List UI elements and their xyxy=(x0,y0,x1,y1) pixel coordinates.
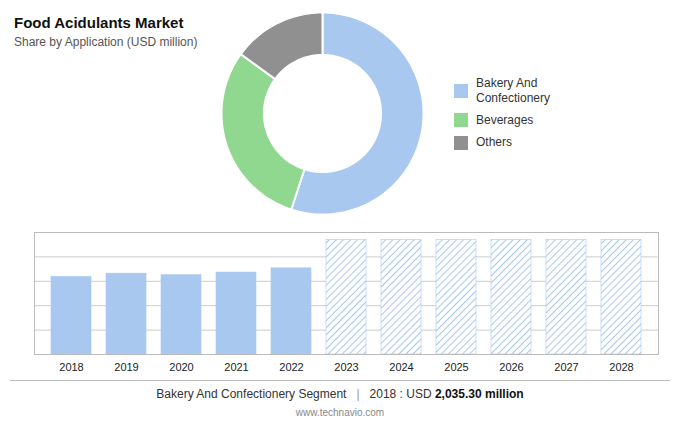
svg-text:2023: 2023 xyxy=(334,361,358,373)
svg-text:2019: 2019 xyxy=(114,361,138,373)
svg-text:2020: 2020 xyxy=(169,361,193,373)
svg-text:2025: 2025 xyxy=(444,361,468,373)
svg-text:2024: 2024 xyxy=(389,361,413,373)
html-text:2018 : USD 2,035.30 million: 2018 : USD 2,035.30 million xyxy=(369,387,524,401)
html-text:Bakery And Confectionery Segme: Bakery And Confectionery Segment xyxy=(156,387,347,401)
html-text:www.technavio.com: www.technavio.com xyxy=(295,407,385,418)
html-text:Beverages: Beverages xyxy=(476,113,534,127)
svg-text:2027: 2027 xyxy=(554,361,578,373)
svg-text:2026: 2026 xyxy=(499,361,523,373)
html-text:Food Acidulants Market: Food Acidulants Market xyxy=(14,14,184,31)
html-text:Bakery And Confectionery: Bakery And Confectionery xyxy=(476,76,550,105)
svg-text:2022: 2022 xyxy=(279,361,303,373)
svg-text:2018: 2018 xyxy=(59,361,83,373)
svg-text:2021: 2021 xyxy=(224,361,248,373)
html-text:Others: Others xyxy=(476,135,512,150)
html-text:Share by Application (USD mill: Share by Application (USD million) xyxy=(14,35,198,49)
svg-text:2028: 2028 xyxy=(609,361,633,373)
